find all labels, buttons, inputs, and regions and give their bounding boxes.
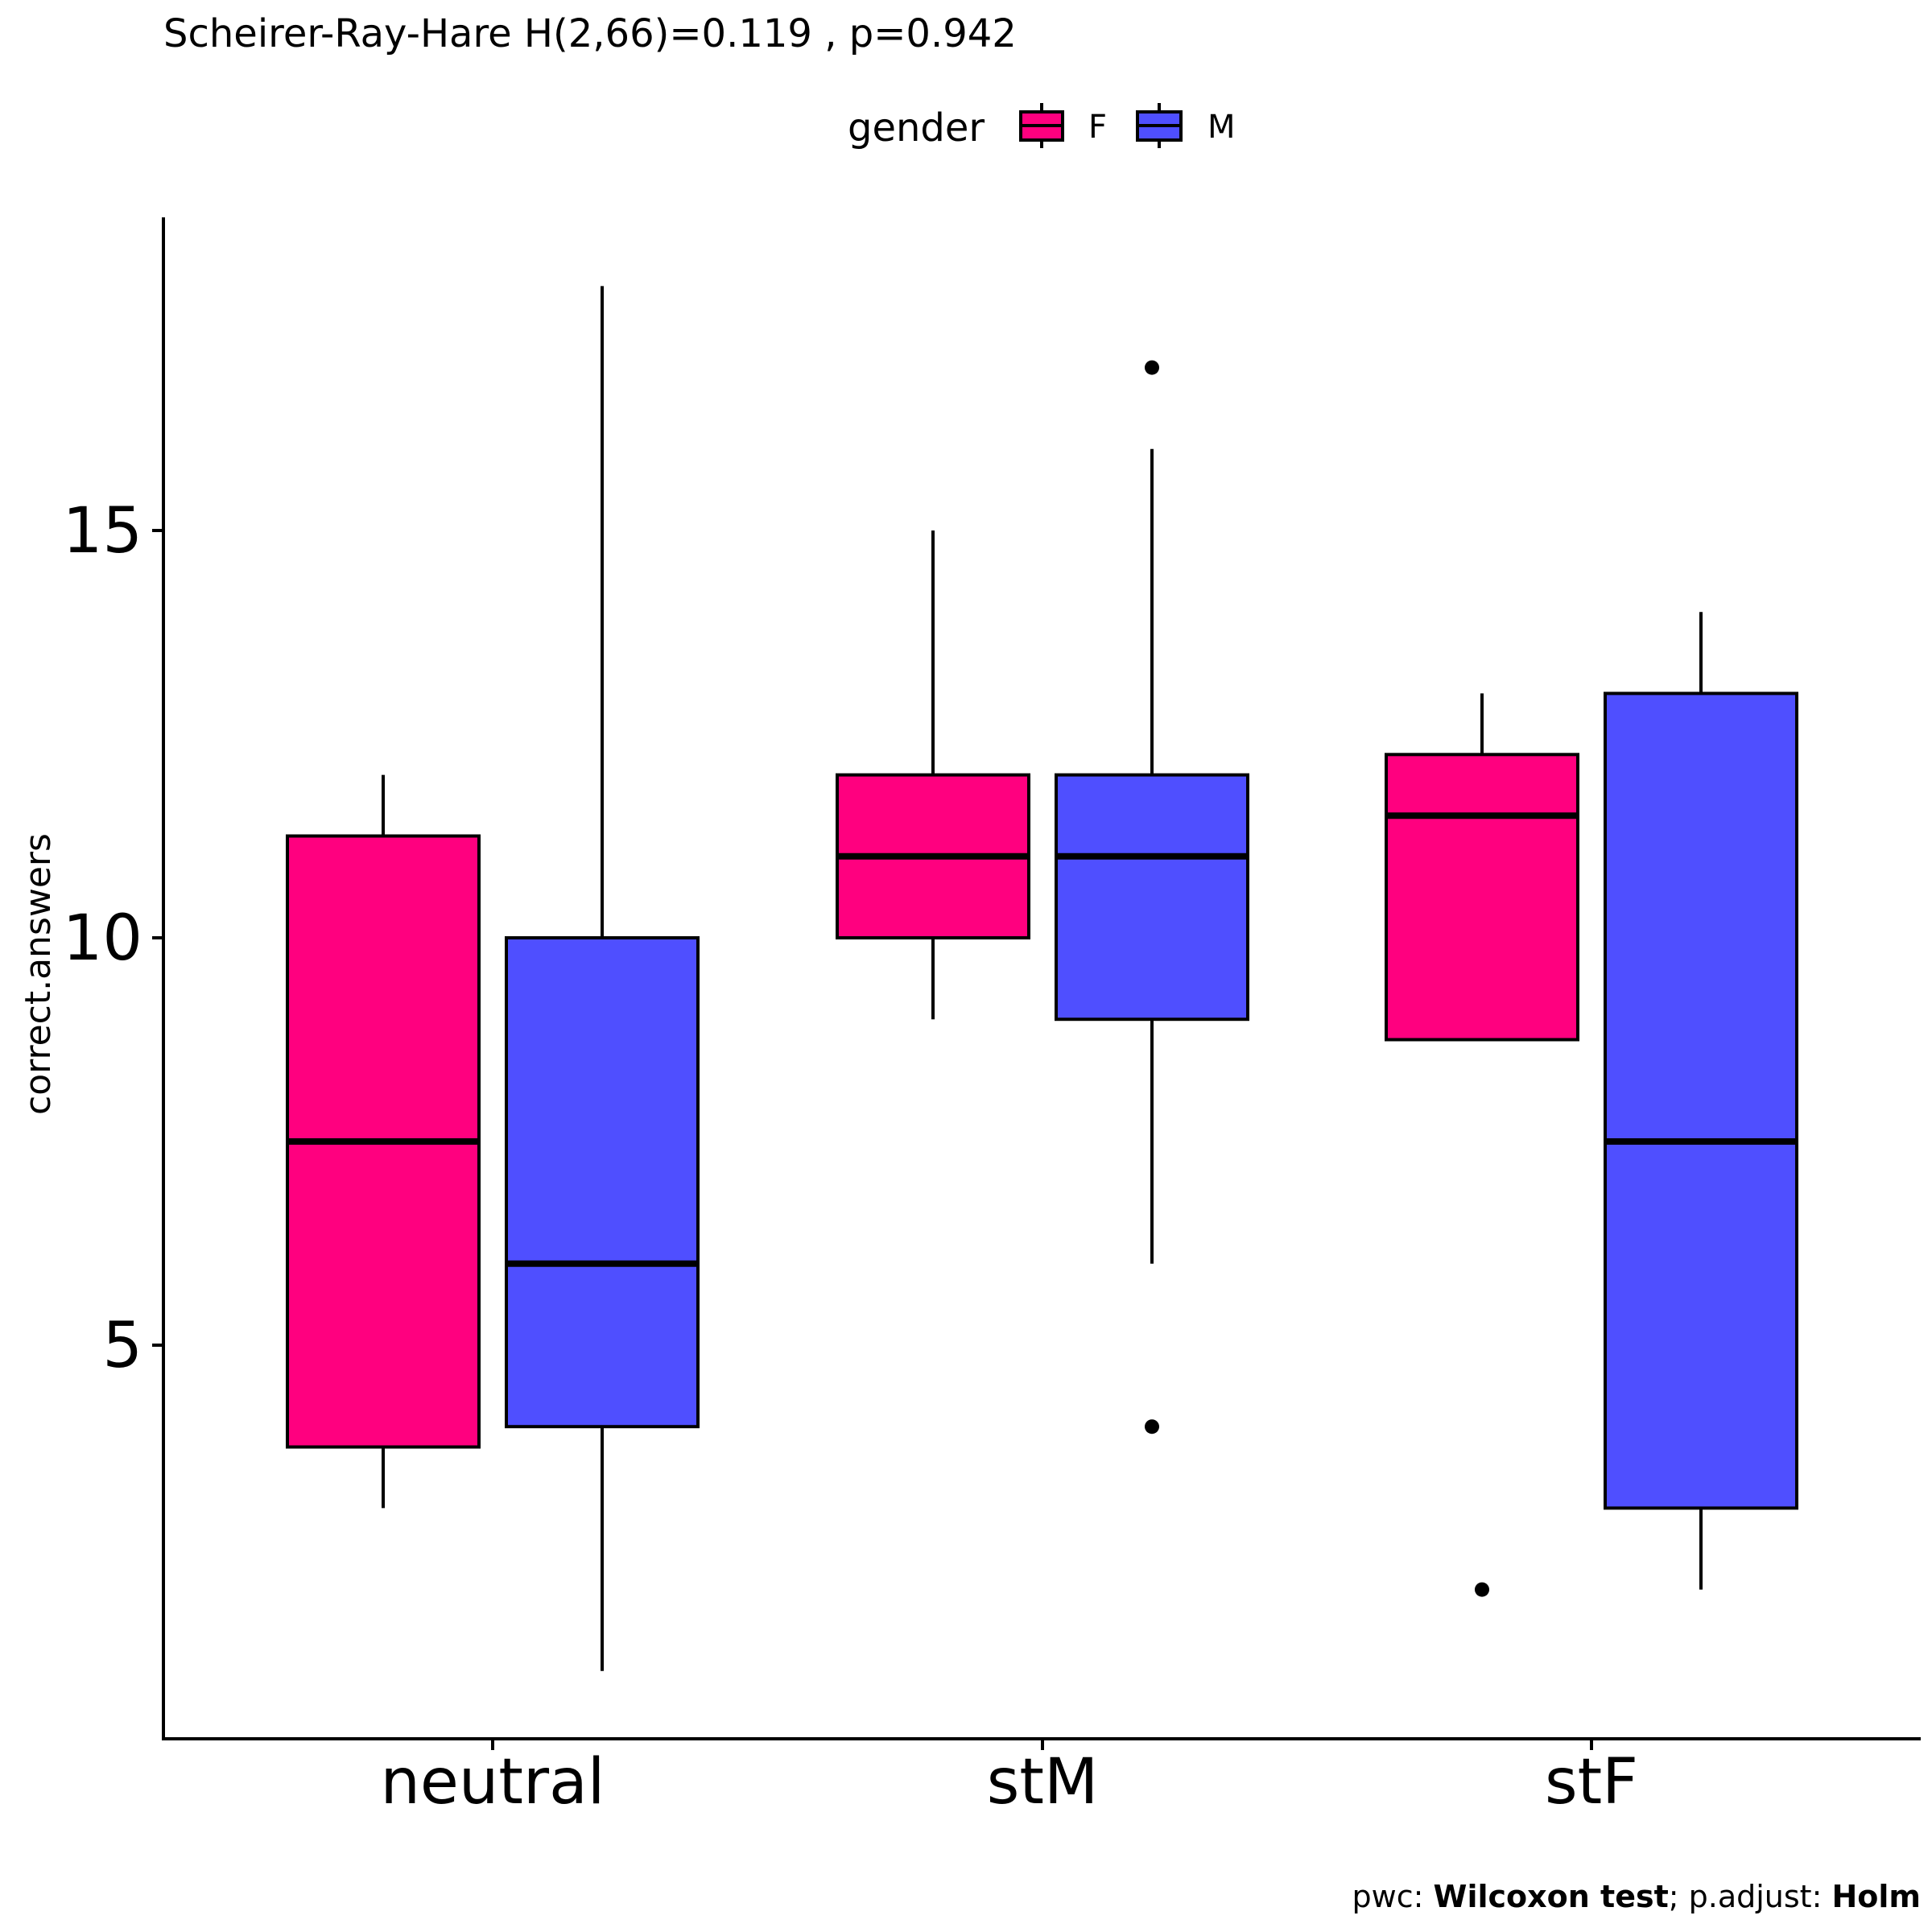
y-tick-label: 10 [63, 902, 142, 975]
y-axis-label: correct.answers [18, 833, 59, 1115]
box-m-stf [1604, 612, 1798, 1590]
chart-title: Scheirer-Ray-Hare H(2,66)=0.119 , p=0.94… [163, 11, 1017, 56]
outlier-point [1145, 360, 1159, 375]
box-f-neutral [286, 774, 481, 1509]
x-axis: neutral stM stF [162, 1737, 1921, 1818]
legend: gender F M [848, 103, 1236, 151]
caption: pwc: Wilcoxon test; p.adjust: Holm [1352, 1879, 1921, 1914]
iqr-box [1604, 691, 1798, 1510]
y-axis: 5 10 15 [63, 217, 165, 1740]
outlier-point [1475, 1582, 1489, 1597]
caption-adjust-name: Holm [1831, 1879, 1921, 1914]
x-tick-label-stm: stM [987, 1746, 1099, 1818]
iqr-box [1385, 753, 1579, 1042]
x-tick-label-stf: stF [1545, 1746, 1638, 1818]
box-m-stm [1055, 360, 1249, 1435]
y-tick-label: 15 [63, 495, 142, 568]
iqr-box [505, 936, 700, 1429]
iqr-box [1055, 773, 1249, 1022]
boxes-layer [286, 286, 1798, 1671]
x-tick-label-neutral: neutral [381, 1746, 605, 1818]
caption-test-name: Wilcoxon test [1434, 1879, 1669, 1914]
legend-key-f: F [1019, 103, 1107, 148]
legend-title: gender [848, 105, 985, 151]
box-f-stf [1385, 693, 1579, 1597]
legend-label-m: M [1208, 109, 1236, 146]
legend-key-m: M [1136, 103, 1236, 148]
legend-label-f: F [1088, 109, 1107, 146]
box-m-neutral [505, 286, 700, 1671]
box-f-stm [836, 530, 1030, 1020]
caption-prefix-2: ; p.adjust: [1669, 1879, 1832, 1914]
y-tick-label: 5 [102, 1310, 142, 1382]
outlier-point [1145, 1419, 1159, 1435]
caption-prefix-1: pwc: [1352, 1879, 1434, 1914]
